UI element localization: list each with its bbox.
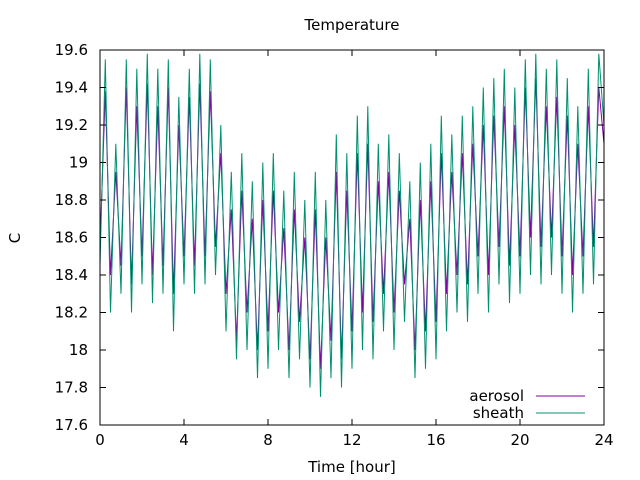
y-axis-label: C: [6, 233, 24, 243]
y-tick-label: 18.6: [55, 229, 88, 247]
x-tick-label: 16: [426, 431, 445, 449]
x-tick-label: 20: [510, 431, 529, 449]
y-tick-label: 18.4: [55, 266, 88, 284]
x-tick-label: 8: [263, 431, 273, 449]
chart-title: Temperature: [303, 16, 399, 34]
series-layer: [99, 53, 605, 397]
y-tick-label: 19.6: [55, 41, 88, 59]
y-tick-label: 17.8: [55, 379, 88, 397]
x-axis-label: Time [hour]: [307, 458, 396, 476]
series-line-aerosol: [99, 78, 605, 369]
legend-label-sheath: sheath: [473, 404, 524, 422]
y-tick-label: 17.6: [55, 416, 88, 434]
legend-label-aerosol: aerosol: [469, 387, 524, 405]
y-tick-label: 18: [69, 341, 88, 359]
axes: 0 4 8 12 16 20 24 17.6 17.8 18 18.2 18.4 18.6 18.8 19 1…: [55, 41, 614, 449]
y-tick-label: 19.2: [55, 116, 88, 134]
y-tick-label: 19.4: [55, 79, 88, 97]
x-tick-label: 0: [95, 431, 105, 449]
y-tick-label: 18.8: [55, 191, 88, 209]
y-tick-label: 19: [69, 154, 88, 172]
x-tick-label: 4: [179, 431, 189, 449]
x-tick-label: 12: [342, 431, 361, 449]
x-tick-label: 24: [594, 431, 613, 449]
y-tick-label: 18.2: [55, 304, 88, 322]
series-line-sheath: [99, 53, 605, 397]
